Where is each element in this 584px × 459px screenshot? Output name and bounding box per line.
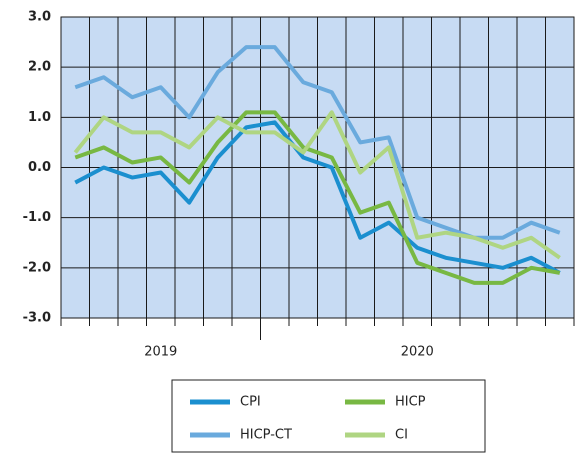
y-tick-label: 0.0 [28,160,51,175]
series-line [74,110,561,285]
y-tick-label: 1.0 [28,110,51,125]
y-tick-label: -1.0 [23,210,51,225]
series-line [74,120,561,275]
legend-label: CI [395,428,408,443]
y-tick-label: 3.0 [28,10,51,25]
legend-label: HICP [395,395,426,410]
legend-box [171,379,486,453]
legend-label: CPI [240,395,261,410]
y-tick-label: 2.0 [28,60,51,75]
x-group-label: 2020 [401,345,434,360]
series-line [73,110,561,260]
x-group-label: 2019 [144,345,177,360]
legend-label: HICP-CT [240,428,292,443]
y-tick-label: -2.0 [23,260,51,275]
y-tick-label: -3.0 [23,311,51,326]
